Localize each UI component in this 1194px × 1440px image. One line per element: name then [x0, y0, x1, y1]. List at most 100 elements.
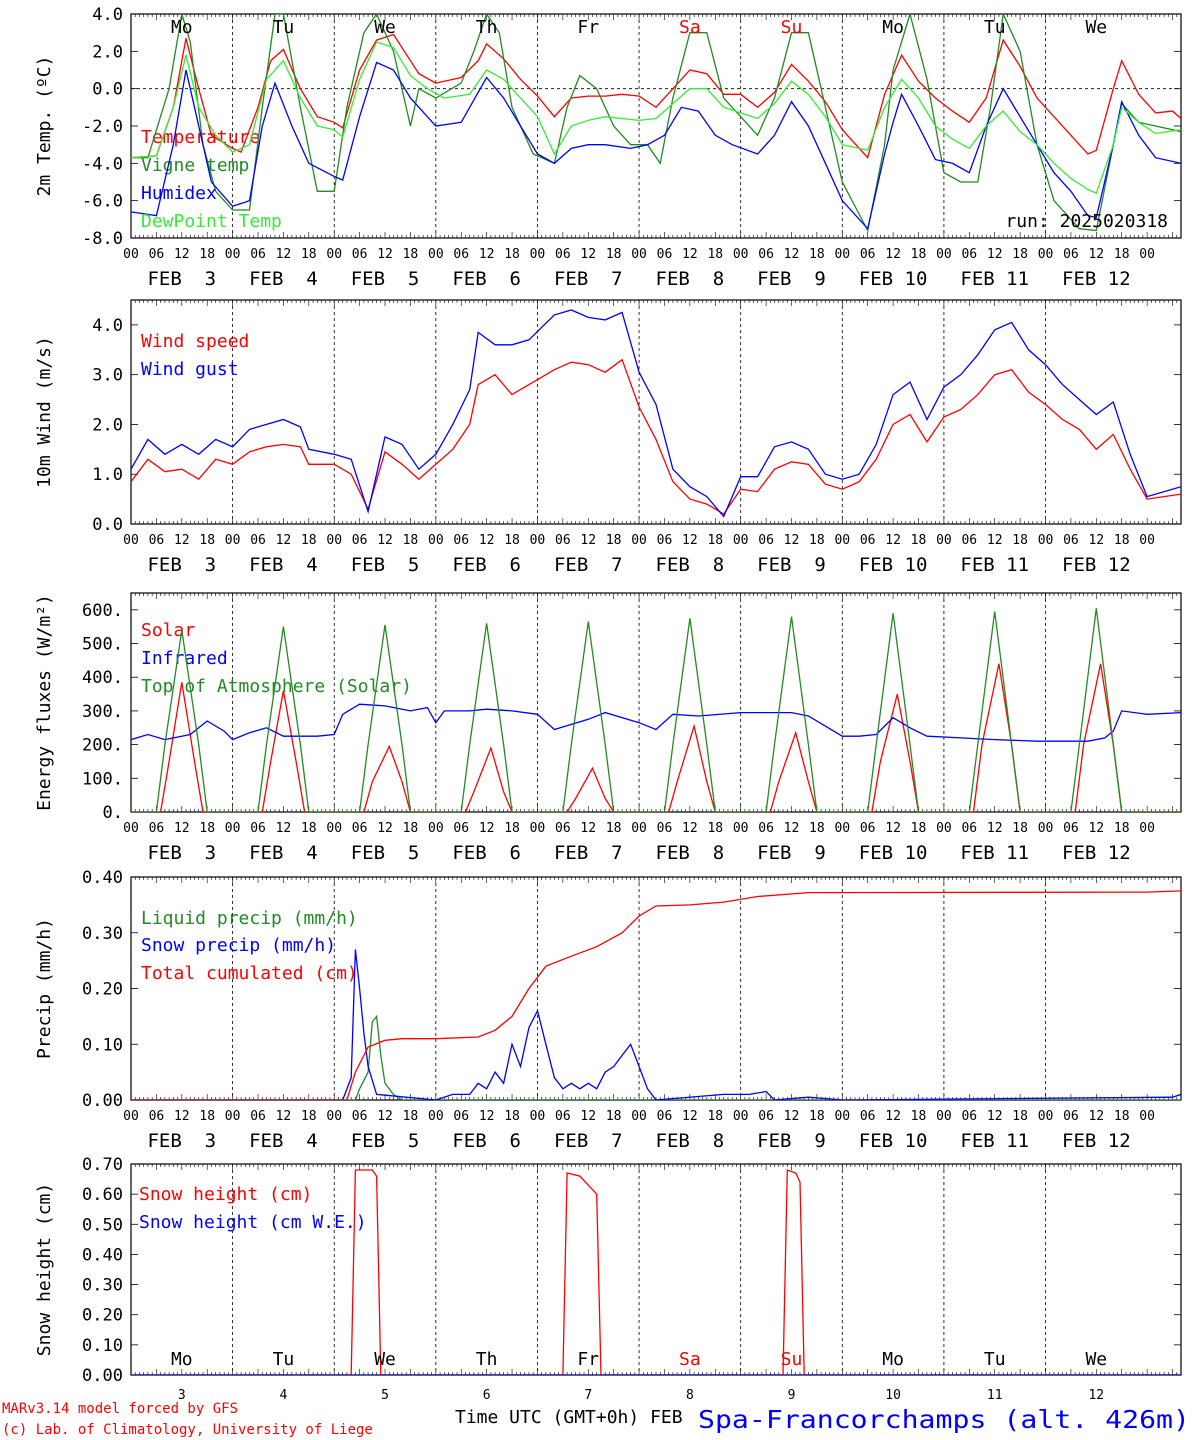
date-label: FEB 6 — [452, 842, 521, 864]
weekday-label: Sa — [679, 17, 701, 38]
weekday-label: Tu — [273, 17, 295, 38]
series-line-liquid-precip-mm-h- — [131, 1014, 1181, 1100]
x-tick-label: 18 — [1012, 533, 1028, 548]
legend-entry: DewPoint Temp — [141, 211, 282, 232]
x-tick-label: 12 — [682, 1109, 698, 1124]
x-tick-label: 00 — [733, 1109, 749, 1124]
x-tick-label: 06 — [657, 1109, 673, 1124]
y-axis-label: Energy fluxes (W/m²) — [34, 594, 55, 811]
y-tick-label: 400. — [82, 668, 123, 688]
x-tick-label: 18 — [911, 1109, 927, 1124]
x-tick-label: 18 — [403, 1109, 419, 1124]
x-tick-label: 06 — [758, 1109, 774, 1124]
x-tick-label: 12 — [276, 247, 292, 262]
date-label: FEB 7 — [554, 268, 623, 290]
y-tick-label: 0.20 — [82, 980, 123, 1000]
date-label: FEB 9 — [757, 842, 826, 864]
date-label: FEB 11 — [960, 554, 1029, 576]
series-line-solar — [131, 663, 1181, 812]
x-tick-label: 18 — [911, 533, 927, 548]
x-tick-label: 18 — [504, 533, 520, 548]
y-tick-label: 4.0 — [92, 5, 123, 25]
date-label: FEB 9 — [757, 1130, 826, 1152]
date-label: FEB 3 — [147, 268, 216, 290]
y-axis-label: Snow height (cm) — [34, 1183, 55, 1356]
day-number-label: 10 — [885, 1388, 901, 1403]
x-tick-label: 18 — [403, 533, 419, 548]
series-line-wind-speed — [131, 358, 1181, 515]
x-tick-label: 00 — [1139, 247, 1155, 262]
x-tick-label: 00 — [1038, 1109, 1054, 1124]
x-tick-label: 06 — [961, 533, 977, 548]
x-tick-label: 18 — [199, 533, 215, 548]
y-tick-label: 0.20 — [82, 1306, 123, 1326]
x-tick-label: 12 — [784, 533, 800, 548]
weekday-label: Tu — [984, 17, 1006, 38]
x-tick-label: 06 — [860, 533, 876, 548]
x-tick-label: 12 — [580, 821, 596, 836]
date-label: FEB 5 — [351, 842, 420, 864]
date-label: FEB 6 — [452, 554, 521, 576]
day-number-label: 7 — [584, 1388, 592, 1403]
x-tick-label: 00 — [733, 533, 749, 548]
legend-entry: Snow precip (mm/h) — [141, 935, 336, 956]
date-label: FEB 3 — [147, 842, 216, 864]
day-number-label: 12 — [1088, 1388, 1104, 1403]
x-tick-label: 06 — [860, 247, 876, 262]
x-tick-label: 18 — [1012, 247, 1028, 262]
y-axis-label: 2m Temp. (ºC) — [34, 56, 55, 197]
legend-entry: Liquid precip (mm/h) — [141, 908, 358, 929]
x-tick-label: 18 — [199, 1109, 215, 1124]
x-tick-label: 12 — [377, 247, 393, 262]
x-tick-label: 18 — [1114, 533, 1130, 548]
x-tick-label: 12 — [987, 247, 1003, 262]
x-tick-label: 00 — [834, 247, 850, 262]
x-tick-label: 12 — [784, 247, 800, 262]
x-tick-label: 06 — [961, 247, 977, 262]
x-tick-label: 18 — [1114, 1109, 1130, 1124]
date-label: FEB 4 — [249, 842, 318, 864]
x-tick-label: 00 — [123, 1109, 139, 1124]
x-tick-label: 18 — [809, 821, 825, 836]
date-label: FEB 9 — [757, 268, 826, 290]
x-tick-label: 18 — [504, 821, 520, 836]
x-tick-label: 00 — [936, 821, 952, 836]
day-number-label: 9 — [788, 1388, 796, 1403]
weekday-label: Th — [476, 1349, 498, 1370]
date-label: FEB 12 — [1062, 554, 1131, 576]
x-tick-label: 18 — [606, 533, 622, 548]
x-tick-label: 00 — [123, 533, 139, 548]
x-tick-label: 00 — [326, 533, 342, 548]
y-tick-label: 0.10 — [82, 1336, 123, 1356]
panel-1: -8.0 -6.0 -4.0 -2.0 0.0 2.0 4.0 2m Temp. (ºC) Te… — [34, 5, 1182, 290]
weekday-label: Fr — [577, 17, 599, 38]
y-tick-label: 100. — [82, 769, 123, 789]
weekday-label: Mo — [882, 1349, 904, 1370]
x-tick-label: 06 — [758, 821, 774, 836]
x-tick-label: 06 — [860, 1109, 876, 1124]
series-line-infrared — [131, 703, 1181, 742]
x-tick-label: 00 — [428, 247, 444, 262]
day-number-label: 8 — [686, 1388, 694, 1403]
x-tick-label: 18 — [1012, 821, 1028, 836]
x-tick-label: 12 — [784, 1109, 800, 1124]
plot-frame — [130, 13, 1182, 239]
date-label: FEB 8 — [656, 1130, 725, 1152]
x-tick-label: 00 — [1038, 247, 1054, 262]
y-tick-label: 0.60 — [82, 1185, 123, 1205]
date-label: FEB 12 — [1062, 1130, 1131, 1152]
weekday-label: Sa — [679, 1349, 701, 1370]
y-axis-label: 10m Wind (m/s) — [34, 336, 55, 488]
x-tick-label: 18 — [199, 821, 215, 836]
x-tick-label: 18 — [606, 247, 622, 262]
x-tick-label: 12 — [174, 247, 190, 262]
weekday-label: Mo — [171, 17, 193, 38]
x-tick-label: 00 — [936, 247, 952, 262]
legend-entry: Snow height (cm W.E.) — [139, 1212, 367, 1233]
x-tick-label: 00 — [225, 1109, 241, 1124]
x-tick-label: 00 — [733, 821, 749, 836]
date-label: FEB 7 — [554, 842, 623, 864]
x-tick-label: 06 — [555, 533, 571, 548]
series-line-humidex — [131, 61, 1181, 231]
